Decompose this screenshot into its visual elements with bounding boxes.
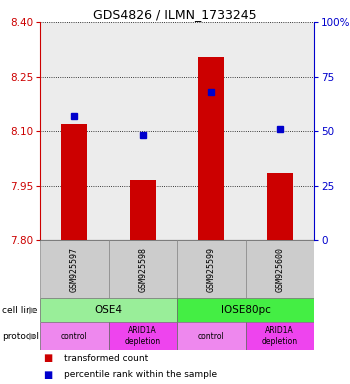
Bar (108, 322, 177, 350)
Bar (130, 180, 156, 240)
Bar (245, 322, 314, 350)
Text: percentile rank within the sample: percentile rank within the sample (64, 370, 218, 379)
Text: cell line: cell line (2, 306, 37, 314)
Text: ■: ■ (43, 353, 53, 363)
Text: GSM925598: GSM925598 (138, 247, 147, 292)
Text: ▶: ▶ (29, 305, 36, 315)
Text: GSM925599: GSM925599 (207, 247, 216, 292)
Text: GSM925597: GSM925597 (70, 247, 79, 292)
Text: transformed count: transformed count (64, 354, 149, 362)
Bar (40, 322, 108, 350)
Text: ARID1A
depletion: ARID1A depletion (262, 326, 298, 346)
Bar (61, 124, 87, 240)
Bar (267, 173, 293, 240)
Text: control: control (198, 332, 225, 341)
Text: IOSE80pc: IOSE80pc (220, 305, 271, 315)
Text: protocol: protocol (2, 332, 39, 341)
Text: ■: ■ (43, 369, 53, 379)
Bar (177, 240, 245, 298)
Bar (177, 298, 314, 322)
Text: GDS4826 / ILMN_1733245: GDS4826 / ILMN_1733245 (93, 8, 257, 21)
Bar (177, 322, 245, 350)
Bar (198, 56, 224, 240)
Text: ARID1A
depletion: ARID1A depletion (125, 326, 161, 346)
Bar (40, 240, 108, 298)
Bar (40, 298, 177, 322)
Bar (245, 240, 314, 298)
Text: control: control (61, 332, 88, 341)
Text: OSE4: OSE4 (94, 305, 122, 315)
Text: ▶: ▶ (29, 331, 36, 341)
Bar (108, 240, 177, 298)
Text: GSM925600: GSM925600 (275, 247, 284, 292)
